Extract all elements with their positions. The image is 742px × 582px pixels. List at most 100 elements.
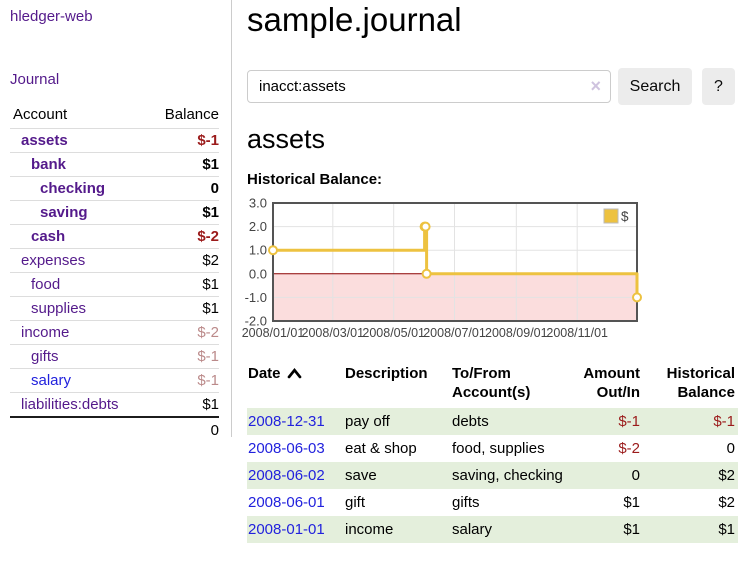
register-amount-cell: $-2 [618, 440, 640, 457]
chart-svg: $3.0 2.0 1.0 0.0 -1.0 -2.02008/01/012008/03/0… [242, 196, 642, 340]
data-point-marker [268, 245, 278, 256]
register-header-date[interactable]: Date [247, 362, 344, 408]
account-name-cell: liabilities:debts [10, 392, 147, 418]
account-row: income $-2 [10, 320, 219, 345]
register-accounts-cell: saving, checking [452, 467, 563, 484]
y-tick-label: -1.0 [245, 290, 267, 305]
register-row: 2008-12-31 pay off debts $-1 $-1 [247, 408, 738, 435]
x-tick-label: 2008/09/01 [485, 326, 548, 340]
register-date-link[interactable]: 2008-12-31 [248, 413, 325, 430]
account-name-cell: expenses [10, 248, 147, 273]
help-button[interactable]: ? [702, 68, 735, 105]
account-name-cell: checking [10, 176, 147, 201]
register-date-cell: 2008-06-02 [247, 462, 344, 489]
register-header-description: Description [345, 365, 428, 382]
search-input[interactable] [248, 71, 610, 102]
register-description-cell: eat & shop [345, 440, 417, 457]
account-heading: assets [247, 124, 326, 154]
account-link-assets[interactable]: assets [21, 132, 68, 149]
register-date-link[interactable]: 2008-06-01 [248, 494, 325, 511]
account-link-expenses[interactable]: expenses [21, 252, 86, 269]
account-link-bank[interactable]: bank [31, 156, 67, 173]
register-description-cell: save [345, 467, 377, 484]
legend-swatch [603, 208, 619, 224]
account-row: food $1 [10, 272, 219, 297]
register-balance-cell: $-1 [713, 413, 735, 430]
account-link-saving[interactable]: saving [40, 204, 88, 221]
account-name-cell: salary [10, 368, 147, 393]
accounts-table: Account Balance assets $-1 bank $1 checking 0… [10, 102, 219, 443]
account-link-food[interactable]: food [31, 276, 61, 293]
historical-balance-chart: $3.0 2.0 1.0 0.0 -1.0 -2.0 2008/01/01 2008/03/0… [242, 196, 646, 348]
clear-search-icon[interactable]: × [590, 76, 601, 96]
register-balance-cell: $2 [718, 494, 735, 511]
data-point-marker [632, 292, 642, 303]
search-button[interactable]: Search [618, 68, 692, 105]
account-balance: $1 [146, 392, 219, 418]
chart-label: Historical Balance: [247, 171, 383, 188]
register-description-cell: income [345, 521, 394, 538]
account-balance: $-1 [146, 368, 219, 393]
y-tick-label: 1.0 [249, 243, 267, 258]
account-row: cash $-2 [10, 224, 219, 249]
register-amount-cell: $1 [623, 494, 640, 511]
account-name-cell: bank [10, 152, 147, 177]
register-accounts-cell: gifts [452, 494, 480, 511]
register-header-amount: Amount Out/In [583, 365, 640, 401]
account-row: salary $-1 [10, 368, 219, 393]
register-header-accounts: To/From Account(s) [452, 365, 531, 401]
register-balance-cell: $2 [718, 467, 735, 484]
page-title: sample.journal [247, 1, 462, 38]
y-tick-label: 0.0 [249, 266, 267, 281]
register-balance-cell: 0 [726, 440, 735, 457]
sidebar-item-journal[interactable]: Journal [10, 71, 60, 88]
account-balance: $1 [146, 272, 219, 297]
account-row: checking 0 [10, 176, 219, 201]
data-point-marker [420, 221, 431, 232]
account-link-liabilities-debts[interactable]: liabilities:debts [21, 396, 119, 413]
register-accounts-cell: salary [452, 521, 493, 538]
app-title-link[interactable]: hledger-web [10, 8, 93, 25]
account-row: gifts $-1 [10, 344, 219, 369]
sort-ascending-icon [287, 368, 301, 379]
account-link-supplies[interactable]: supplies [31, 300, 87, 317]
account-name-cell: assets [10, 128, 147, 153]
account-name-cell: cash [10, 224, 147, 249]
y-tick-label: 2.0 [249, 219, 267, 234]
account-name-cell: income [10, 320, 147, 345]
register-date-cell: 2008-06-03 [247, 435, 344, 462]
search-box: × [247, 70, 611, 103]
register-row: 2008-06-02 save saving, checking 0 $2 [247, 462, 738, 489]
sidebar: hledger-web Journal Account Balance asse… [0, 0, 232, 443]
account-link-checking[interactable]: checking [40, 180, 106, 197]
account-balance: $1 [146, 152, 219, 177]
register-date-link[interactable]: 2008-01-01 [248, 521, 325, 538]
register-accounts-cell: debts [452, 413, 489, 430]
register-date-cell: 2008-12-31 [247, 408, 344, 435]
search-form: × Search ? [246, 68, 742, 106]
account-balance: $-1 [146, 344, 219, 369]
accounts-header-balance: Balance [146, 102, 219, 129]
account-row: supplies $1 [10, 296, 219, 321]
account-name-cell: supplies [10, 296, 147, 321]
account-link-income[interactable]: income [21, 324, 70, 341]
account-balance: $1 [146, 296, 219, 321]
register-date-cell: 2008-01-01 [247, 516, 344, 543]
plot-border [272, 202, 638, 322]
register-date-link[interactable]: 2008-06-02 [248, 467, 325, 484]
account-balance: 0 [146, 176, 219, 201]
register-accounts-cell: food, supplies [452, 440, 545, 457]
main-content: sample.journal × Search ? assets Histori… [242, 0, 742, 582]
account-link-cash[interactable]: cash [31, 228, 66, 245]
y-tick-label: -2.0 [245, 314, 267, 329]
accounts-header-row: Account Balance [10, 102, 219, 129]
register-balance-cell: $1 [718, 521, 735, 538]
accounts-total-row: 0 [10, 416, 219, 443]
accounts-total-value: 0 [146, 416, 219, 443]
account-link-gifts[interactable]: gifts [31, 348, 59, 365]
accounts-header-account: Account [10, 102, 147, 129]
x-tick-label: 2008/03/01 [302, 326, 365, 340]
register-date-link[interactable]: 2008-06-03 [248, 440, 325, 457]
x-tick-label: 2008/11/01 [546, 326, 608, 340]
account-link-salary[interactable]: salary [31, 372, 72, 389]
